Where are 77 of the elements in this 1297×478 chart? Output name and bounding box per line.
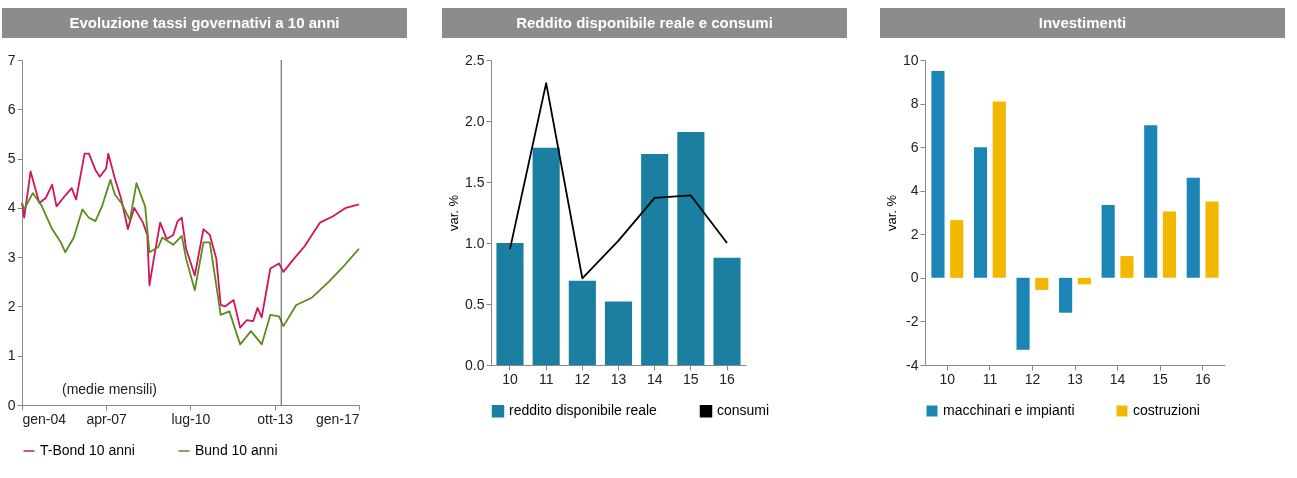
y-tick-label: 2.5: [465, 51, 485, 68]
chart-title: Investimenti: [880, 8, 1285, 38]
x-tick-label: 12: [1024, 370, 1041, 387]
y-tick-label: 10: [902, 51, 919, 68]
bar: [950, 220, 964, 278]
y-tick-label: 4: [910, 182, 919, 199]
y-tick-label: 0: [7, 396, 16, 413]
x-tick-label: gen-17: [315, 410, 360, 427]
y-tick-label: 6: [7, 100, 16, 117]
bar: [1144, 125, 1158, 278]
x-tick-label: lug-10: [171, 410, 211, 427]
y-tick-label: 1.0: [465, 234, 485, 251]
x-tick-label: 13: [610, 370, 627, 387]
x-tick-label: gen-04: [22, 410, 67, 427]
x-tick-label: 15: [683, 370, 699, 387]
y-tick-label: 4: [7, 199, 16, 216]
y-tick-label: 0: [910, 269, 919, 286]
bar: [992, 101, 1006, 278]
x-tick-label: 16: [1194, 370, 1211, 387]
y-tick-label: 5: [7, 150, 16, 167]
x-tick-label: 12: [574, 370, 591, 387]
line-series: [509, 82, 728, 280]
line-series: [21, 178, 360, 346]
y-tick-label: 1: [7, 347, 16, 364]
bar: [604, 301, 633, 365]
y-tick-label: 8: [910, 95, 919, 112]
chart-title: Reddito disponibile reale e consumi: [442, 8, 847, 38]
y-tick-label: 6: [910, 138, 919, 155]
legend-label: Bund 10 anni: [195, 442, 278, 458]
x-tick-label: 14: [1109, 370, 1126, 387]
bar: [1186, 177, 1200, 278]
x-tick-label: 13: [1067, 370, 1083, 387]
legend-label: costruzioni: [1133, 402, 1200, 418]
y-tick-label: 2: [7, 297, 16, 314]
y-tick-label: 7: [7, 51, 16, 68]
y-tick-label: -2: [906, 312, 919, 329]
bar: [1205, 201, 1219, 278]
bar: [931, 70, 945, 278]
y-tick-label: 0.5: [465, 295, 485, 312]
x-tick-label: 16: [719, 370, 736, 387]
chart-title: Evoluzione tassi governativi a 10 anni: [2, 8, 407, 38]
bar: [496, 243, 524, 365]
bar: [532, 147, 560, 365]
x-tick-label: 14: [646, 370, 663, 387]
bar: [973, 147, 988, 278]
bar: [1162, 211, 1177, 278]
line-series: [21, 152, 360, 329]
legend-label: consumi: [717, 402, 770, 419]
y-tick-label: 2.0: [465, 112, 485, 129]
y-tick-label: 0.0: [465, 356, 485, 373]
x-tick-label: ott-13: [257, 410, 294, 427]
legend-label: reddito disponibile reale: [509, 402, 658, 419]
y-tick-label: -4: [906, 356, 919, 373]
bar: [1101, 204, 1115, 278]
x-tick-label: 15: [1152, 370, 1169, 387]
bar: [1077, 277, 1091, 285]
x-tick-label: 11: [982, 370, 998, 387]
y-tick-label: 1.5: [465, 173, 485, 190]
bar: [1120, 256, 1134, 278]
legend-label: T-Bond 10 anni: [40, 442, 135, 458]
legend-label: macchinari e impianti: [943, 402, 1075, 418]
bar: [1016, 277, 1030, 350]
y-axis-title: var. %: [883, 194, 899, 232]
bar: [677, 131, 705, 365]
annotation: (medie mensili): [62, 381, 157, 397]
y-tick-label: 2: [910, 225, 919, 242]
y-axis-title: var. %: [446, 194, 462, 232]
x-tick-label: 11: [538, 370, 554, 387]
x-tick-label: 10: [502, 370, 518, 387]
x-tick-label: 10: [939, 370, 956, 387]
bar: [1059, 277, 1073, 313]
y-tick-label: 3: [7, 248, 16, 265]
bar: [641, 153, 669, 365]
bar: [713, 257, 741, 365]
x-tick-label: apr-07: [86, 410, 128, 427]
bar: [568, 280, 596, 365]
bar: [1035, 277, 1049, 290]
